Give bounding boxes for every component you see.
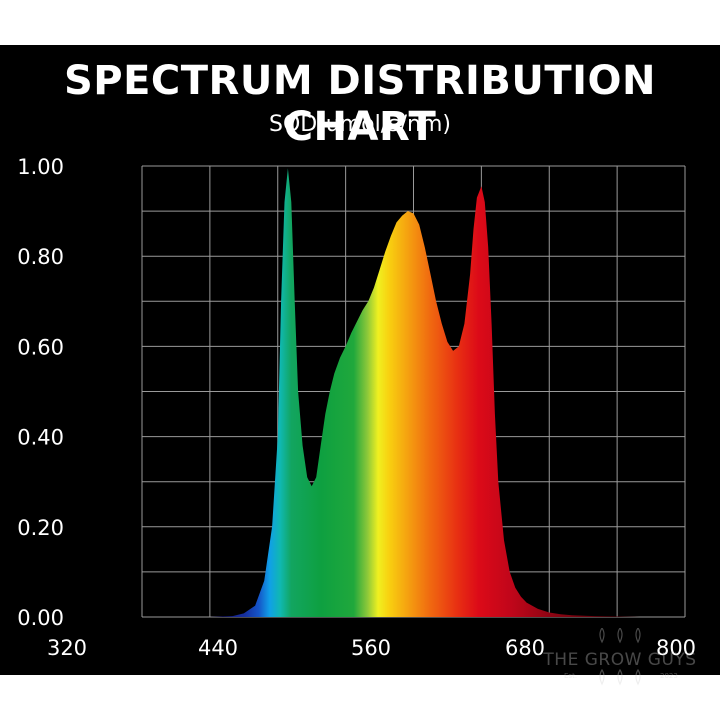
y-tick-label: 0.60 — [17, 335, 64, 359]
watermark: THE GROW GUYS Est. 2023 — [520, 628, 720, 692]
y-axis-labels: 0.00 0.20 0.40 0.60 0.80 1.00 — [17, 155, 64, 630]
x-tick-label: 440 — [198, 636, 238, 660]
x-tick-label: 800 — [656, 636, 696, 660]
watermark-text: THE GROW GUYS — [543, 650, 697, 670]
x-tick-label: 680 — [505, 636, 545, 660]
x-tick-label: 560 — [351, 636, 391, 660]
watermark-est: Est. — [564, 672, 578, 680]
y-tick-label: 0.20 — [17, 516, 64, 540]
spectrum-area — [209, 168, 685, 618]
y-tick-label: 0.80 — [17, 245, 64, 269]
y-tick-label: 0.00 — [17, 606, 64, 630]
y-tick-label: 1.00 — [17, 155, 64, 179]
y-tick-label: 0.40 — [17, 426, 64, 450]
x-tick-label: 320 — [47, 636, 87, 660]
watermark-year: 2023 — [660, 672, 678, 680]
x-axis-labels: 320 440 560 680 800 — [47, 636, 696, 660]
chart-title: SPECTRUM DISTRIBUTION CHART — [63, 58, 657, 150]
leaf-cluster-icon — [599, 628, 641, 686]
chart-subtitle: SQD(umol/s/nm) — [269, 112, 451, 137]
